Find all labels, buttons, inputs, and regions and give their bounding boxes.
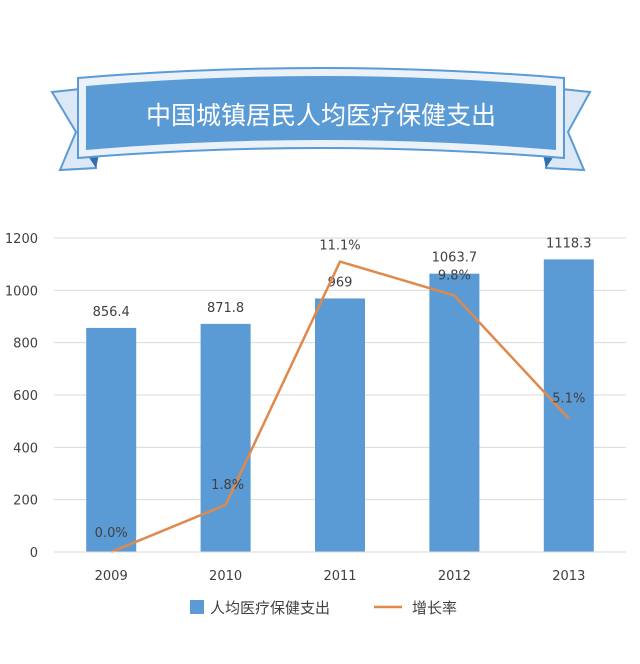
line-data-labels: 0.0% 1.8% 11.1% 9.8% 5.1% [95,239,586,541]
x-axis-ticks: 2009 2010 2011 2012 2013 [95,569,586,584]
bar [200,323,251,552]
bar-data-labels: 856.4 871.8 969 1063.7 1118.3 [93,236,592,320]
y-tick-label: 800 [13,337,38,352]
line-value-label: 9.8% [438,269,471,284]
bar-value-label: 1118.3 [546,236,592,251]
bar-value-label: 871.8 [207,301,244,316]
title-banner: 中国城镇居民人均医疗保健支出 [50,67,592,172]
legend-label-bar: 人均医疗保健支出 [210,599,330,617]
y-tick-label: 200 [13,494,38,509]
bar [315,298,365,552]
y-tick-label: 400 [13,441,38,456]
bar [429,273,480,552]
y-axis-ticks: 0 200 400 600 800 1000 1200 [5,232,38,561]
banner-band [86,76,556,150]
x-tick-label: 2010 [209,569,242,584]
y-tick-label: 1200 [5,232,38,247]
x-tick-label: 2012 [438,569,471,584]
line-value-label: 1.8% [211,478,244,493]
bar-series [86,259,594,552]
bar-value-label: 856.4 [93,305,130,320]
legend: 人均医疗保健支出 增长率 [190,599,457,617]
line-value-label: 11.1% [319,239,360,254]
chart-title: 中国城镇居民人均医疗保健支出 [146,101,496,130]
line-value-label: 5.1% [552,392,585,407]
line-value-label: 0.0% [95,526,128,541]
legend-label-line: 增长率 [412,599,457,617]
bar [86,327,137,552]
x-tick-label: 2009 [95,569,128,584]
x-tick-label: 2013 [552,569,585,584]
bar-value-label: 969 [328,275,353,290]
bar-value-label: 1063.7 [432,251,478,266]
y-tick-label: 600 [13,389,38,404]
y-tick-label: 0 [30,546,38,561]
x-tick-label: 2011 [323,569,356,584]
legend-swatch-bar [190,600,204,614]
y-tick-label: 1000 [5,284,38,299]
bar [543,259,594,552]
